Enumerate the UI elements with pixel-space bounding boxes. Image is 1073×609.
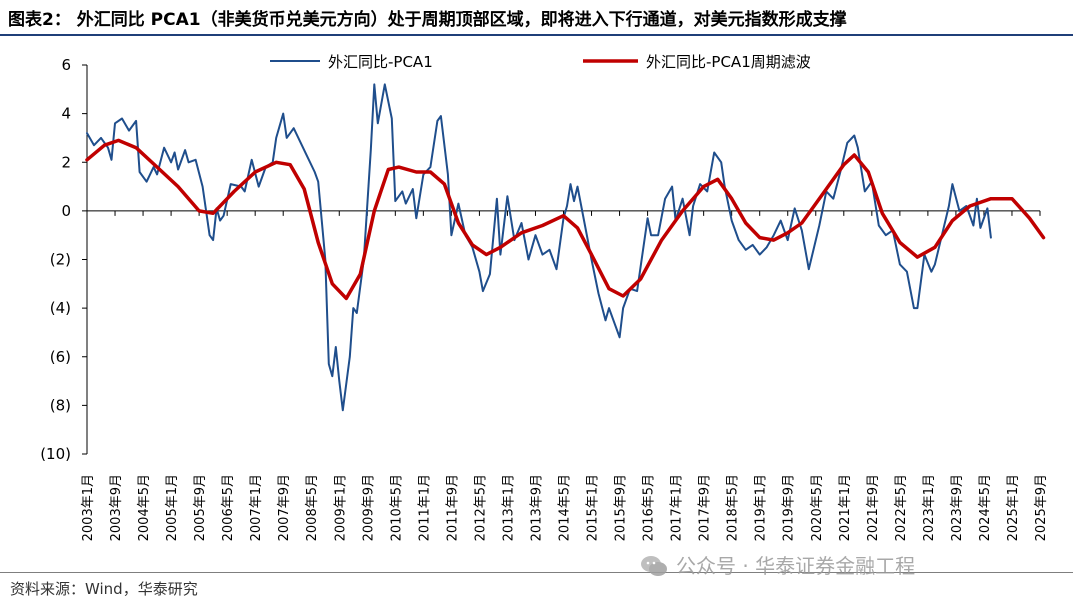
y-tick-label: (6): [50, 348, 71, 366]
x-tick-label: 2016年5月: [642, 474, 657, 541]
x-tick-label: 2007年1月: [249, 474, 264, 541]
y-tick-label: (4): [50, 299, 71, 317]
x-tick-label: 2023年9月: [950, 474, 965, 541]
y-tick-label: (2): [50, 251, 71, 269]
chart-legend: 外汇同比-PCA1 外汇同比-PCA1周期滤波: [270, 53, 811, 71]
chart-series: [85, 83, 1046, 412]
x-tick-label: 2021年1月: [838, 474, 853, 541]
y-tick-label: 6: [61, 56, 71, 74]
x-tick-label: 2018年5月: [726, 474, 741, 541]
y-tick-label: 2: [61, 153, 71, 171]
y-tick-label: (8): [50, 396, 71, 414]
footer-rule: [0, 572, 1073, 573]
watermark: 公众号 · 华泰证券金融工程: [640, 550, 915, 579]
x-tick-label: 2003年9月: [109, 474, 124, 541]
x-tick-label: 2025年1月: [1006, 474, 1021, 541]
x-tick-label: 2014年5月: [558, 474, 573, 541]
x-tick-label: 2021年9月: [866, 474, 881, 541]
chart-title: 图表2： 外汇同比 PCA1（非美货币兑美元方向）处于周期顶部区域，即将进入下行…: [8, 10, 847, 30]
x-tick-label: 2006年5月: [221, 474, 236, 541]
x-tick-label: 2008年5月: [305, 474, 320, 541]
series-line-raw: [86, 83, 992, 412]
x-tick-label: 2019年1月: [754, 474, 769, 541]
x-tick-label: 2025年9月: [1034, 474, 1049, 541]
source-note: 资料来源：Wind，华泰研究: [10, 580, 198, 598]
title-rule: [0, 34, 1073, 36]
legend-label: 外汇同比-PCA1周期滤波: [646, 53, 811, 71]
x-tick-label: 2019年9月: [782, 474, 797, 541]
x-tick-label: 2004年5月: [137, 474, 152, 541]
x-tick-label: 2011年9月: [445, 474, 460, 541]
wechat-icon: [641, 556, 667, 576]
x-tick-label: 2009年9月: [361, 474, 376, 541]
series-line-filtered: [85, 138, 1046, 301]
x-tick-label: 2003年1月: [81, 474, 96, 541]
title-bar: 图表2： 外汇同比 PCA1（非美货币兑美元方向）处于周期顶部区域，即将进入下行…: [0, 0, 1073, 34]
x-tick-label: 2009年1月: [333, 474, 348, 541]
legend-label: 外汇同比-PCA1: [328, 53, 433, 71]
y-tick-label: 4: [61, 105, 71, 123]
x-tick-label: 2015年9月: [614, 474, 629, 541]
fx-pca1-line-chart: 6 4 2 0 (2) (4) (6) (8) (10) 2003年1月 2003年9月 2004年5…: [40, 53, 1049, 541]
x-tick-label: 2010年5月: [389, 474, 404, 541]
x-tick-label: 2024年5月: [978, 474, 993, 541]
x-tick-label: 2015年1月: [586, 474, 601, 541]
x-tick-label: 2013年9月: [529, 474, 544, 541]
x-tick-label: 2013年1月: [501, 474, 516, 541]
chart-axes: 6 4 2 0 (2) (4) (6) (8) (10) 2003年1月 2003年9月 2004年5…: [40, 56, 1049, 541]
x-tick-label: 2022年5月: [894, 474, 909, 541]
x-tick-label: 2005年9月: [193, 474, 208, 541]
x-tick-label: 2005年1月: [165, 474, 180, 541]
y-tick-label: 0: [61, 202, 71, 220]
x-tick-label: 2017年1月: [670, 474, 685, 541]
x-tick-label: 2007年9月: [277, 474, 292, 541]
x-tick-label: 2011年1月: [417, 474, 432, 541]
watermark-text: 公众号 · 华泰证券金融工程: [676, 554, 916, 578]
x-tick-label: 2012年5月: [473, 474, 488, 541]
y-tick-label: (10): [40, 445, 71, 463]
x-tick-label: 2023年1月: [922, 474, 937, 541]
x-tick-label: 2020年5月: [810, 474, 825, 541]
x-tick-label: 2017年9月: [698, 474, 713, 541]
